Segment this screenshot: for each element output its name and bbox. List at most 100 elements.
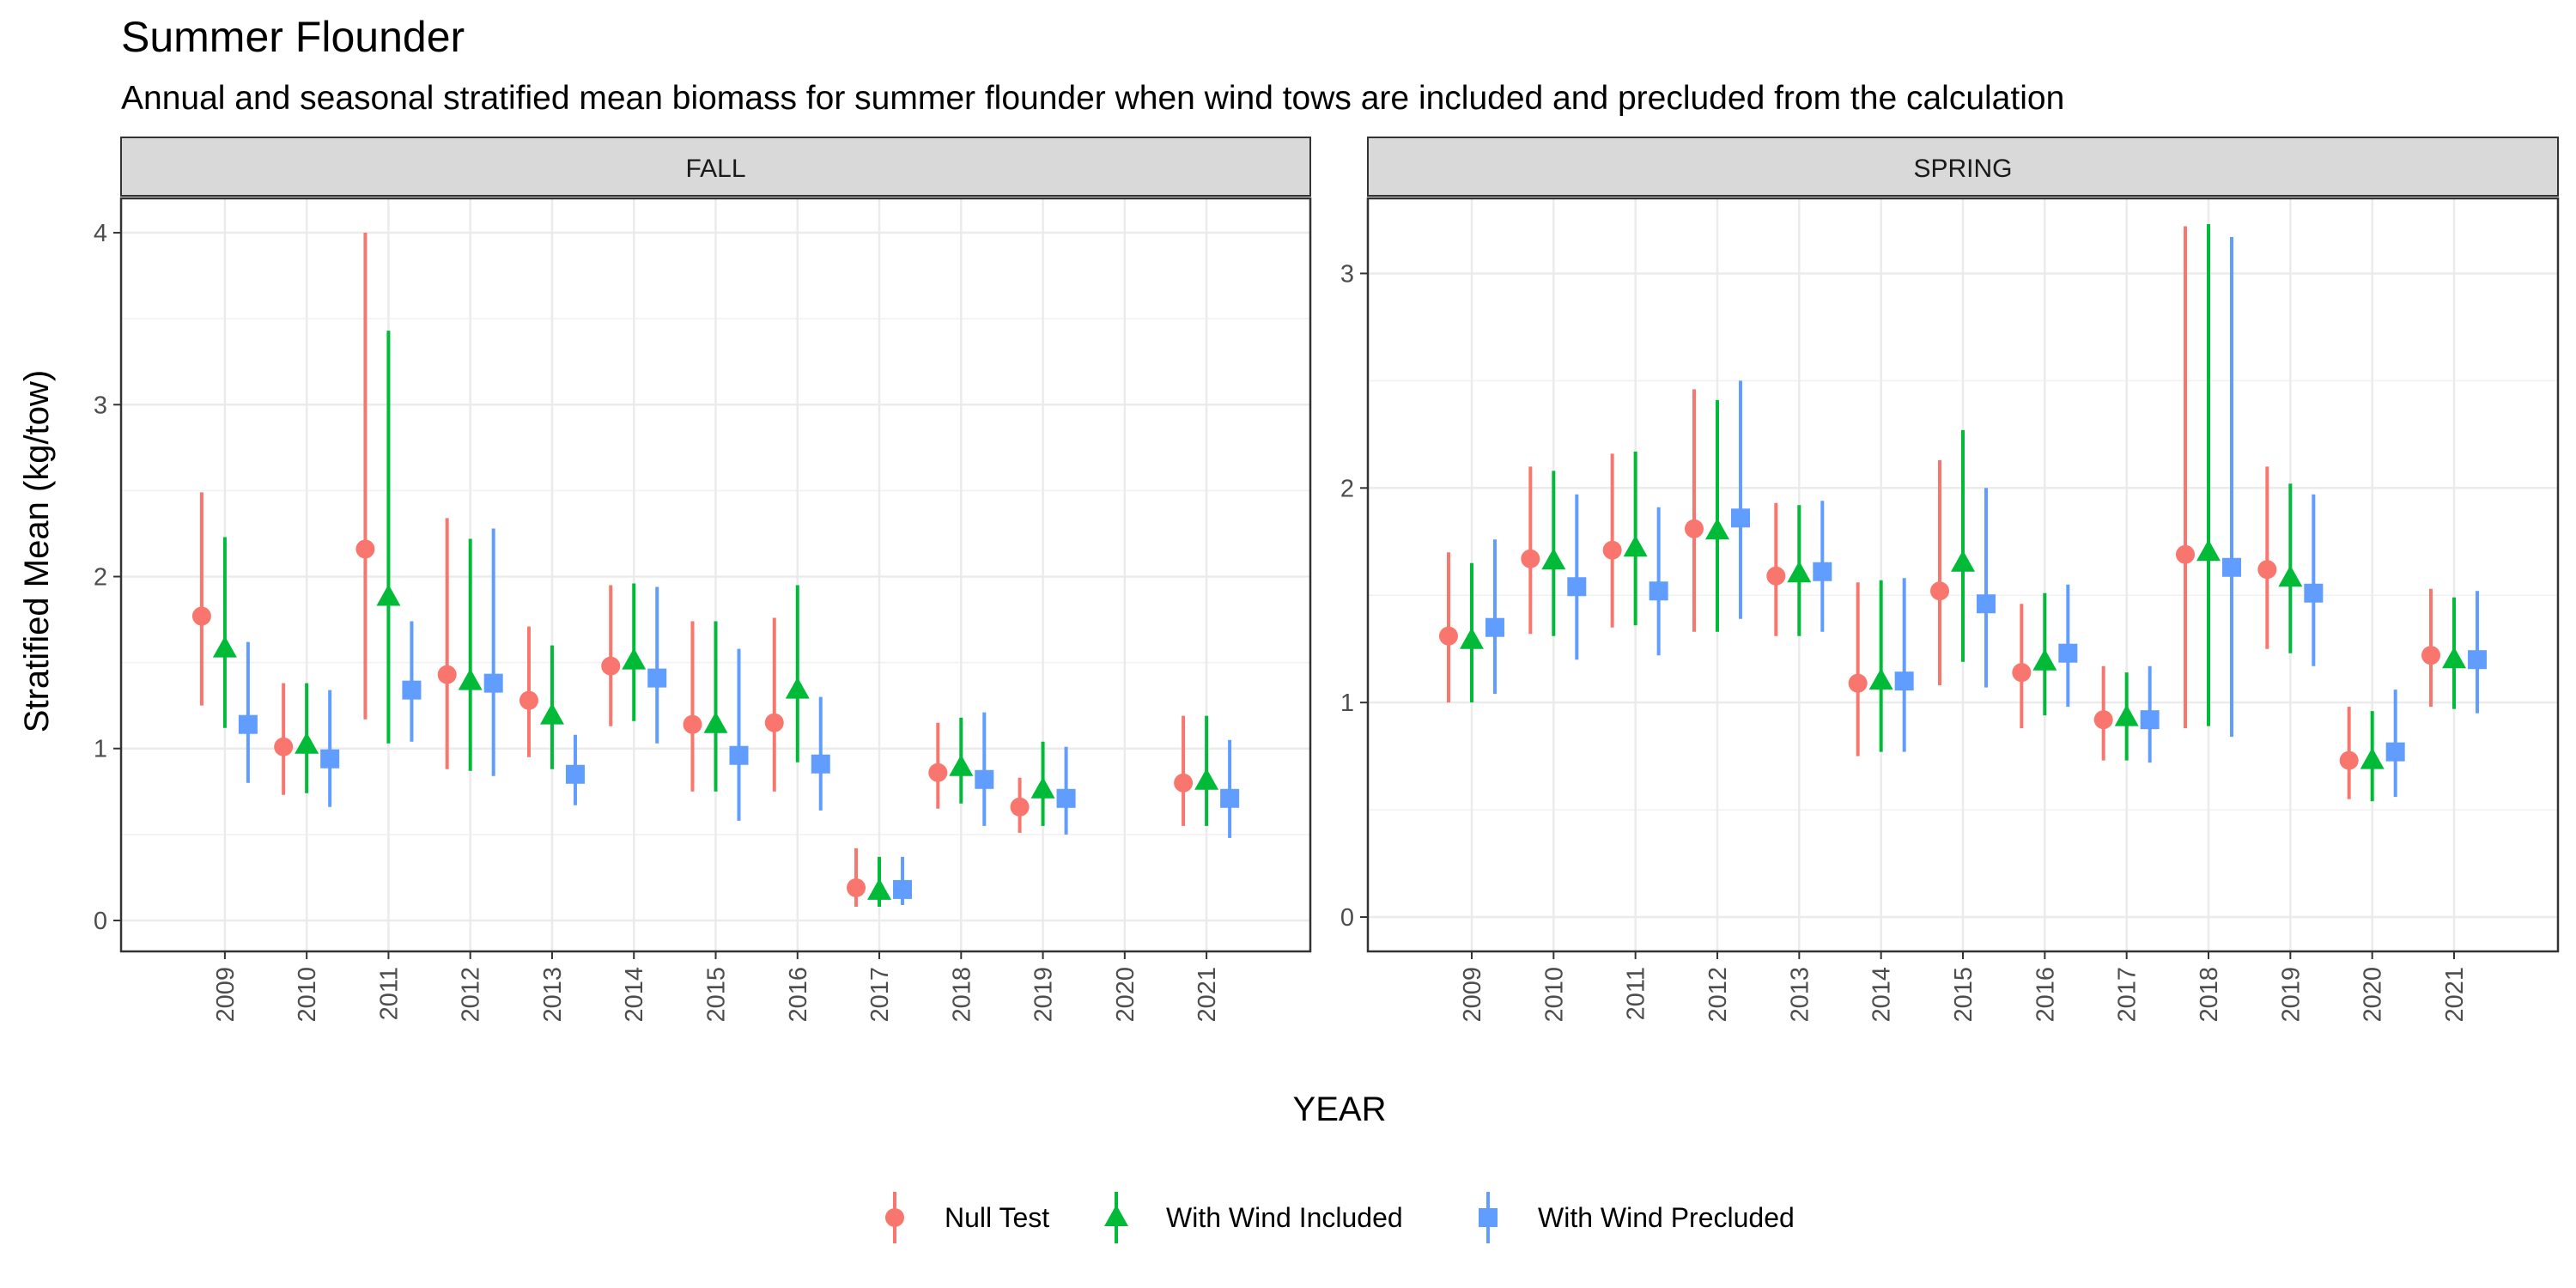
- data-point: [320, 749, 340, 769]
- data-point: [893, 879, 913, 899]
- data-point: [1930, 581, 1949, 601]
- data-point: [2442, 647, 2467, 669]
- x-tick-label: 2014: [1868, 967, 1896, 1023]
- data-point: [601, 656, 621, 676]
- legend-label: Null Test: [945, 1202, 1049, 1233]
- x-tick-label: 2019: [1030, 967, 1058, 1023]
- y-tick-label: 2: [94, 564, 107, 592]
- data-point: [975, 769, 994, 789]
- data-point: [2360, 747, 2385, 769]
- y-tick-label: 2: [1340, 475, 1354, 502]
- legend-item: Null Test: [885, 1192, 1049, 1243]
- chart-subtitle: Annual and seasonal stratified mean biom…: [121, 80, 2064, 117]
- data-point: [2468, 650, 2488, 670]
- x-tick-label: 2021: [2441, 967, 2469, 1023]
- legend: Null Test With Wind Included With Wind Pre…: [885, 1192, 1795, 1243]
- x-tick-label: 2015: [1950, 967, 1978, 1023]
- data-point: [867, 878, 892, 900]
- x-tick-label: 2012: [458, 967, 485, 1023]
- strip-fall: [120, 137, 1311, 197]
- data-point: [1567, 577, 1587, 597]
- panel-spring: SPRING 0 1 2 3 2009 2010 2011 2012 2013 2014 2015 20…: [1340, 137, 2560, 1023]
- data-point: [2140, 710, 2160, 730]
- strip-spring: [1367, 137, 2559, 197]
- data-point: [2196, 539, 2221, 562]
- data-point: [1868, 668, 1893, 690]
- data-point: [2012, 663, 2032, 683]
- y-tick-label: 0: [94, 908, 107, 935]
- data-point: [1602, 540, 1622, 560]
- x-tick-label: 2018: [948, 967, 975, 1023]
- data-point: [2093, 710, 2113, 730]
- x-tick-label: 2009: [212, 967, 240, 1023]
- x-tick-label: 2021: [1194, 967, 1221, 1023]
- data-point: [703, 711, 728, 733]
- data-point: [1730, 508, 1750, 528]
- y-tick-label: 1: [94, 736, 107, 763]
- data-point: [1541, 548, 1566, 570]
- data-point: [928, 762, 948, 782]
- data-point: [1787, 561, 1812, 583]
- x-tick-label: 2011: [375, 967, 403, 1020]
- x-tick-label: 2012: [1704, 967, 1732, 1023]
- data-point: [2421, 646, 2441, 665]
- data-point: [274, 737, 294, 756]
- data-point: [764, 713, 784, 732]
- y-tick-label: 4: [94, 220, 107, 247]
- x-tick-label: 2009: [1459, 967, 1486, 1023]
- chart-title: Summer Flounder: [121, 13, 465, 61]
- data-point: [1813, 562, 1832, 581]
- x-tick-label: 2015: [703, 967, 731, 1023]
- data-point: [2257, 560, 2277, 580]
- data-point: [1649, 581, 1668, 601]
- x-tick-label: 2013: [1786, 967, 1814, 1023]
- data-point: [1848, 673, 1868, 693]
- legend-item: With Wind Precluded: [1479, 1192, 1795, 1243]
- data-point: [539, 702, 564, 725]
- y-tick-label: 3: [94, 392, 107, 419]
- data-point: [191, 606, 211, 626]
- data-point: [1704, 518, 1729, 540]
- x-tick-label: 2018: [2196, 967, 2223, 1023]
- data-point: [2339, 750, 2359, 770]
- y-tick-label: 0: [1340, 904, 1354, 932]
- x-tick-label: 2019: [2277, 967, 2305, 1023]
- y-tick-label: 1: [1340, 690, 1354, 717]
- data-point: [949, 754, 974, 776]
- data-point: [458, 668, 483, 690]
- data-point: [355, 539, 375, 559]
- data-point: [1438, 626, 1458, 646]
- x-tick-label: 2014: [621, 967, 648, 1023]
- data-point: [483, 673, 503, 693]
- data-point: [1010, 797, 1030, 817]
- x-tick-label: 2016: [2032, 967, 2059, 1023]
- data-point: [1766, 566, 1786, 586]
- strip-label: FALL: [685, 155, 745, 183]
- data-point: [1623, 535, 1648, 557]
- data-point: [2304, 583, 2324, 603]
- data-point: [1684, 519, 1704, 538]
- data-point: [2114, 704, 2139, 726]
- x-tick-label: 2020: [2360, 967, 2387, 1023]
- data-point: [1521, 549, 1540, 568]
- data-point: [1030, 776, 1055, 799]
- data-point: [1220, 788, 1240, 808]
- x-tick-label: 2017: [866, 967, 894, 1023]
- legend-label: With Wind Precluded: [1538, 1202, 1795, 1233]
- data-point: [376, 584, 401, 606]
- y-tick-label: 3: [1340, 260, 1354, 288]
- legend-item: With Wind Included: [1104, 1192, 1403, 1243]
- data-point: [519, 690, 538, 710]
- data-point: [1459, 627, 1484, 649]
- panel-border: [1366, 197, 2560, 953]
- data-point: [1056, 788, 1076, 808]
- data-point: [437, 665, 457, 684]
- data-point: [1977, 594, 1996, 614]
- panel-fall: FALL 0 1 2 3 4 2009 2010 2011 2012 2013 2014 2015 201…: [94, 137, 1312, 1023]
- data-point: [811, 754, 830, 774]
- legend-key-marker: [1479, 1208, 1498, 1227]
- data-point: [402, 680, 422, 700]
- data-point: [785, 677, 810, 699]
- y-axis-title: Stratified Mean (kg/tow): [18, 370, 56, 732]
